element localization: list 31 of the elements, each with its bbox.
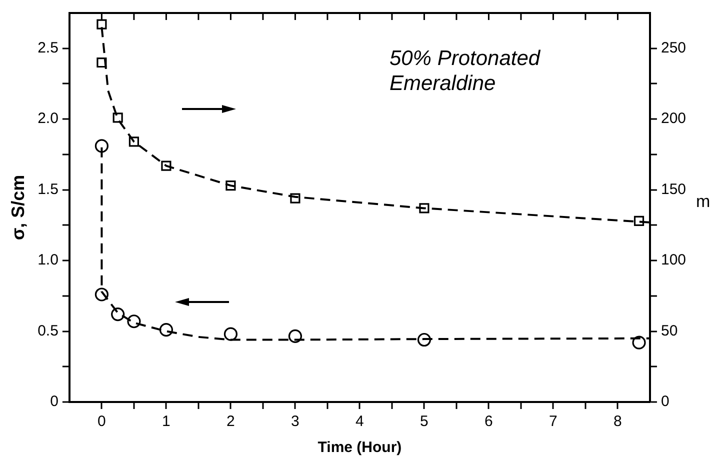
x-tick-label: 7 — [549, 413, 558, 430]
y2-tick-label: 150 — [660, 180, 686, 198]
y2-tick-label: 50 — [660, 322, 678, 340]
point — [111, 308, 125, 322]
y-tick-label: 1.0 — [38, 252, 58, 269]
point — [288, 329, 302, 344]
y-axis-title: σ, S/cm — [8, 174, 28, 240]
y2-tick-label: 200 — [660, 110, 686, 128]
x-tick-label: 8 — [614, 413, 622, 430]
annotation: 50% Protonated Emeraldine — [389, 47, 542, 95]
x-tick-label: 5 — [420, 413, 428, 430]
x-tick-label: 6 — [484, 413, 493, 430]
point — [112, 112, 123, 123]
point — [96, 19, 107, 30]
point — [94, 139, 109, 153]
x-tick-label: 1 — [162, 413, 170, 430]
point — [224, 327, 238, 341]
y-tick-label: 1.5 — [38, 180, 58, 198]
y2-tick-label: 100 — [660, 252, 686, 269]
x-tick-label: 0 — [98, 413, 106, 430]
y2-axis-title: m — [696, 192, 710, 212]
y-tick-label: 0.5 — [38, 322, 58, 340]
x-tick-label: 2 — [226, 413, 235, 430]
y2-tick-label: 0 — [660, 393, 670, 410]
x-axis-title: Time (Hour) — [318, 439, 402, 456]
x-tick-label: 3 — [291, 413, 300, 430]
y-tick-label: 2.5 — [38, 40, 58, 57]
x-tick-label: 4 — [356, 413, 364, 430]
y-tick-label: 0 — [50, 393, 58, 410]
y-tick-label: 2.0 — [38, 110, 58, 128]
y2-tick-label: 250 — [660, 40, 686, 57]
